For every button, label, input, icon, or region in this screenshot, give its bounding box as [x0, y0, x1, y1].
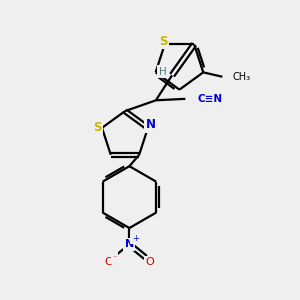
Text: N: N: [125, 239, 134, 249]
Text: O: O: [104, 257, 113, 267]
Text: S: S: [93, 121, 102, 134]
Text: C≡N: C≡N: [198, 94, 223, 104]
Text: ⁻: ⁻: [112, 254, 117, 262]
Text: O: O: [146, 257, 154, 267]
Text: CH₃: CH₃: [233, 72, 251, 82]
Text: H: H: [159, 67, 167, 77]
Text: N: N: [146, 118, 156, 131]
Text: +: +: [132, 234, 139, 243]
Text: S: S: [159, 35, 167, 48]
